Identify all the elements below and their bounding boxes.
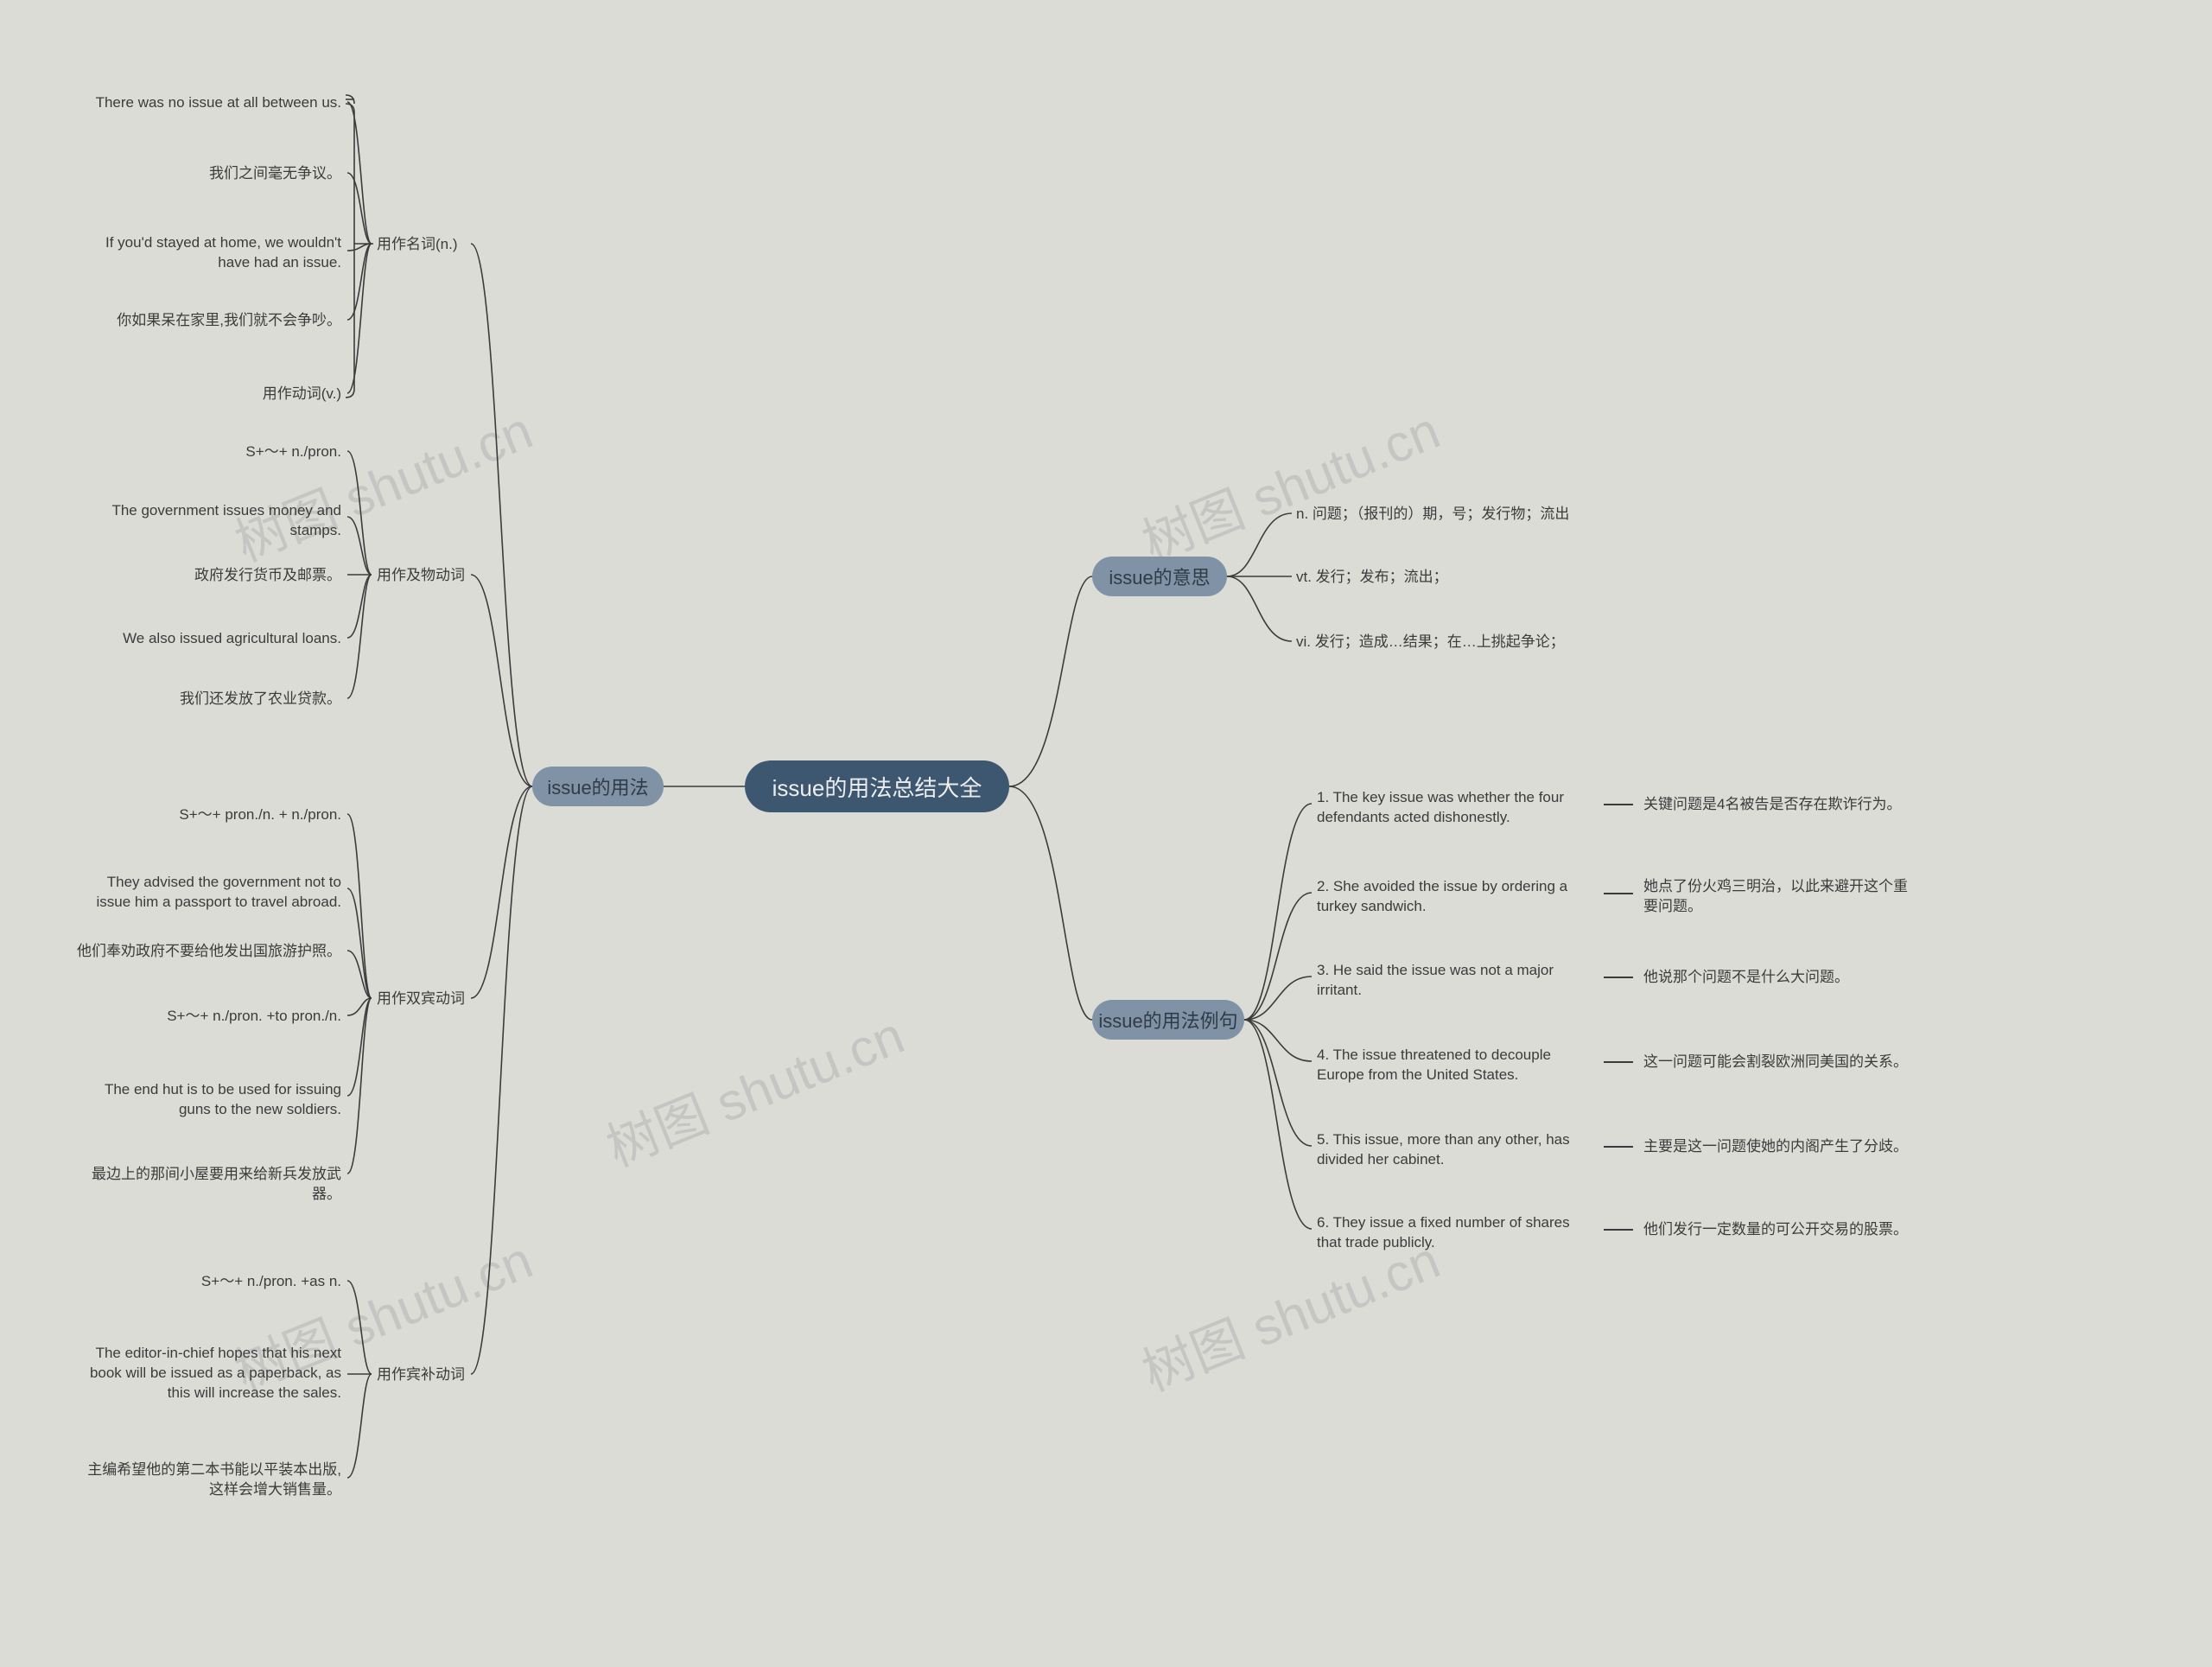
example-zh: 关键问题是4名被告是否存在欺诈行为。 xyxy=(1643,795,1901,815)
usage-item: They advised the government not to issue… xyxy=(73,873,341,913)
dash-icon xyxy=(1604,1146,1633,1148)
branch-usage: issue的用法 xyxy=(532,767,664,806)
example-en: 1. The key issue was whether the four de… xyxy=(1317,788,1585,828)
usage-item: 用作动词(v.) xyxy=(263,385,341,404)
usage-item: 主编希望他的第二本书能以平装本出版,这样会增大销售量。 xyxy=(73,1460,341,1500)
usage-item: 你如果呆在家里,我们就不会争吵。 xyxy=(117,311,341,331)
usage-item: S+～+ n./pron. xyxy=(245,442,341,462)
usage-item: S+～+ pron./n. + n./pron. xyxy=(179,805,341,825)
watermark: 树图 shutu.cn xyxy=(594,994,913,1181)
usage-item: S+～+ n./pron. +to pron./n. xyxy=(167,1007,341,1027)
usage-item: If you'd stayed at home, we wouldn't hav… xyxy=(73,233,341,273)
dash-icon xyxy=(1604,1061,1633,1063)
example-zh: 他说那个问题不是什么大问题。 xyxy=(1643,968,1849,988)
branch-meaning: issue的意思 xyxy=(1092,557,1227,596)
usage-item: The government issues money and stamps. xyxy=(73,501,341,541)
example-en: 6. They issue a fixed number of shares t… xyxy=(1317,1213,1585,1253)
dash-icon xyxy=(1604,1229,1633,1231)
root-node: issue的用法总结大全 xyxy=(745,760,1009,812)
usage-group-complement: 用作宾补动词 xyxy=(377,1365,472,1385)
meaning-leaf: vt. 发行；发布；流出； xyxy=(1296,568,1448,588)
example-zh: 这一问题可能会割裂欧洲同美国的关系。 xyxy=(1643,1053,1908,1072)
usage-item: The end hut is to be used for issuing gu… xyxy=(73,1080,341,1120)
usage-item: 最边上的那间小屋要用来给新兵发放武器。 xyxy=(73,1165,341,1205)
example-zh: 主要是这一问题使她的内阁产生了分歧。 xyxy=(1643,1137,1908,1157)
dash-icon xyxy=(1604,977,1633,978)
usage-item: S+～+ n./pron. +as n. xyxy=(201,1272,341,1292)
usage-group-noun: 用作名词(n.) xyxy=(377,235,472,255)
example-en: 3. He said the issue was not a major irr… xyxy=(1317,961,1585,1001)
meaning-leaf: n. 问题；（报刊的）期，号；发行物；流出 xyxy=(1296,505,1569,525)
usage-group-double: 用作双宾动词 xyxy=(377,989,472,1009)
example-zh: 他们发行一定数量的可公开交易的股票。 xyxy=(1643,1220,1908,1240)
meaning-leaf: vi. 发行；造成…结果；在…上挑起争论； xyxy=(1296,633,1565,652)
dash-icon xyxy=(1604,804,1633,805)
usage-item: 我们之间毫无争议。 xyxy=(209,164,341,184)
usage-item: We also issued agricultural loans. xyxy=(123,629,341,649)
example-en: 2. She avoided the issue by ordering a t… xyxy=(1317,877,1585,917)
usage-group-transitive: 用作及物动词 xyxy=(377,566,472,586)
watermark: 树图 shutu.cn xyxy=(222,389,542,576)
mindmap-canvas: 树图 shutu.cn 树图 shutu.cn 树图 shutu.cn 树图 s… xyxy=(0,0,2212,1667)
branch-examples: issue的用法例句 xyxy=(1092,1000,1244,1040)
example-en: 5. This issue, more than any other, has … xyxy=(1317,1130,1585,1170)
usage-item: There was no issue at all between us. xyxy=(96,93,341,113)
example-en: 4. The issue threatened to decouple Euro… xyxy=(1317,1046,1585,1085)
usage-item: The editor-in-chief hopes that his next … xyxy=(73,1344,341,1403)
usage-item: 我们还发放了农业贷款。 xyxy=(180,690,341,709)
dash-icon xyxy=(1604,893,1633,894)
watermark: 树图 shutu.cn xyxy=(1129,389,1449,576)
usage-item: 政府发行货币及邮票。 xyxy=(194,566,341,586)
usage-item: 他们奉劝政府不要给他发出国旅游护照。 xyxy=(77,942,341,962)
example-zh: 她点了份火鸡三明治，以此来避开这个重要问题。 xyxy=(1643,877,1911,917)
